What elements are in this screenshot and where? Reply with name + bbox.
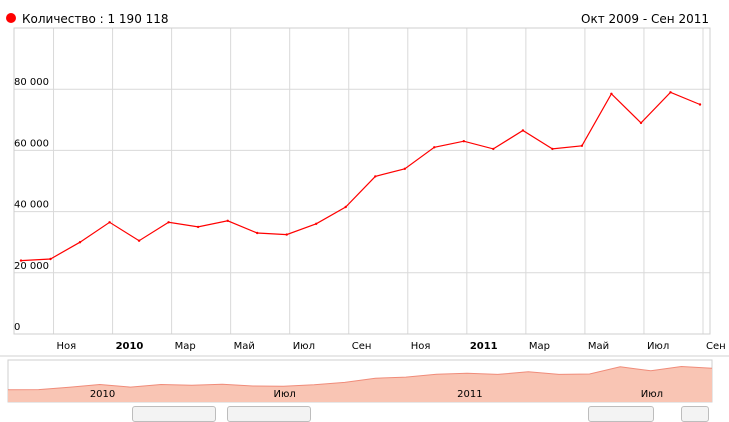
grid xyxy=(14,28,710,334)
y-tick-label: 20 000 xyxy=(14,261,49,272)
x-tick-label: 2011 xyxy=(470,341,498,352)
series-point xyxy=(137,239,141,242)
series-point xyxy=(462,140,465,143)
series-point xyxy=(78,241,82,244)
series-point xyxy=(285,233,288,236)
series-point xyxy=(315,222,318,225)
legend-label: Количество : 1 190 118 xyxy=(22,12,169,26)
series-point xyxy=(256,231,259,235)
navigator-scroll-button[interactable] xyxy=(588,406,654,422)
series-point xyxy=(433,146,436,149)
series-point xyxy=(669,91,672,94)
line-chart: 0 20 000 40 000 60 000 80 000 Ноя 2010 Мар Май Ию… xyxy=(0,27,729,403)
plot-frame xyxy=(13,27,711,335)
series-point xyxy=(698,103,702,106)
navigator-area xyxy=(8,366,712,402)
series-point xyxy=(610,92,613,96)
series-point xyxy=(196,225,200,229)
date-range: Окт 2009 - Сен 2011 xyxy=(581,12,709,26)
series-point xyxy=(492,147,495,151)
x-tick-label: Сен xyxy=(706,341,726,352)
x-tick-label: Ноя xyxy=(57,341,77,352)
navigator-control-right[interactable] xyxy=(227,406,311,422)
series-point xyxy=(167,221,170,224)
legend-marker xyxy=(6,13,16,23)
axes xyxy=(0,27,729,357)
navigator-label: Июл xyxy=(641,389,663,400)
series-point xyxy=(639,121,643,125)
series-point xyxy=(226,219,229,222)
x-tick-label: Мар xyxy=(529,341,550,352)
navigator-label: Июл xyxy=(273,389,295,400)
navigator-label: 2011 xyxy=(457,389,482,400)
series-point xyxy=(551,147,554,151)
x-tick-label: Мар xyxy=(175,341,196,352)
series-point xyxy=(344,205,347,209)
series-layer xyxy=(19,91,702,262)
series-point xyxy=(49,257,52,261)
series-point xyxy=(403,167,406,170)
series-point xyxy=(374,175,377,178)
series-point xyxy=(521,129,525,132)
x-tick-label: Ноя xyxy=(411,341,431,352)
navigator-line xyxy=(7,365,713,391)
navigator-control-left[interactable] xyxy=(132,406,216,422)
x-tick-label: Сен xyxy=(352,341,372,352)
navigator-label: 2010 xyxy=(90,389,115,400)
labels: 0 20 000 40 000 60 000 80 000 Ноя 2010 Мар Май Ию… xyxy=(14,77,726,352)
series-line xyxy=(20,91,701,262)
x-tick-label: Июл xyxy=(647,341,669,352)
x-tick-label: Май xyxy=(588,341,609,352)
navigator-arrow-button[interactable] xyxy=(681,406,709,422)
y-tick-label: 0 xyxy=(14,322,20,333)
chart-header: Количество : 1 190 118 Окт 2009 - Сен 20… xyxy=(0,0,729,28)
navigator[interactable]: 2010 Июл 2011 Июл xyxy=(7,359,713,403)
x-tick-label: Июл xyxy=(293,341,315,352)
y-tick-label: 60 000 xyxy=(14,138,49,149)
series-point xyxy=(580,144,584,147)
y-tick-label: 80 000 xyxy=(14,77,49,88)
x-tick-label: Май xyxy=(234,341,255,352)
x-tick-label: 2010 xyxy=(116,341,144,352)
series-point xyxy=(19,259,23,262)
series-point xyxy=(108,221,111,224)
y-tick-label: 40 000 xyxy=(14,200,49,211)
